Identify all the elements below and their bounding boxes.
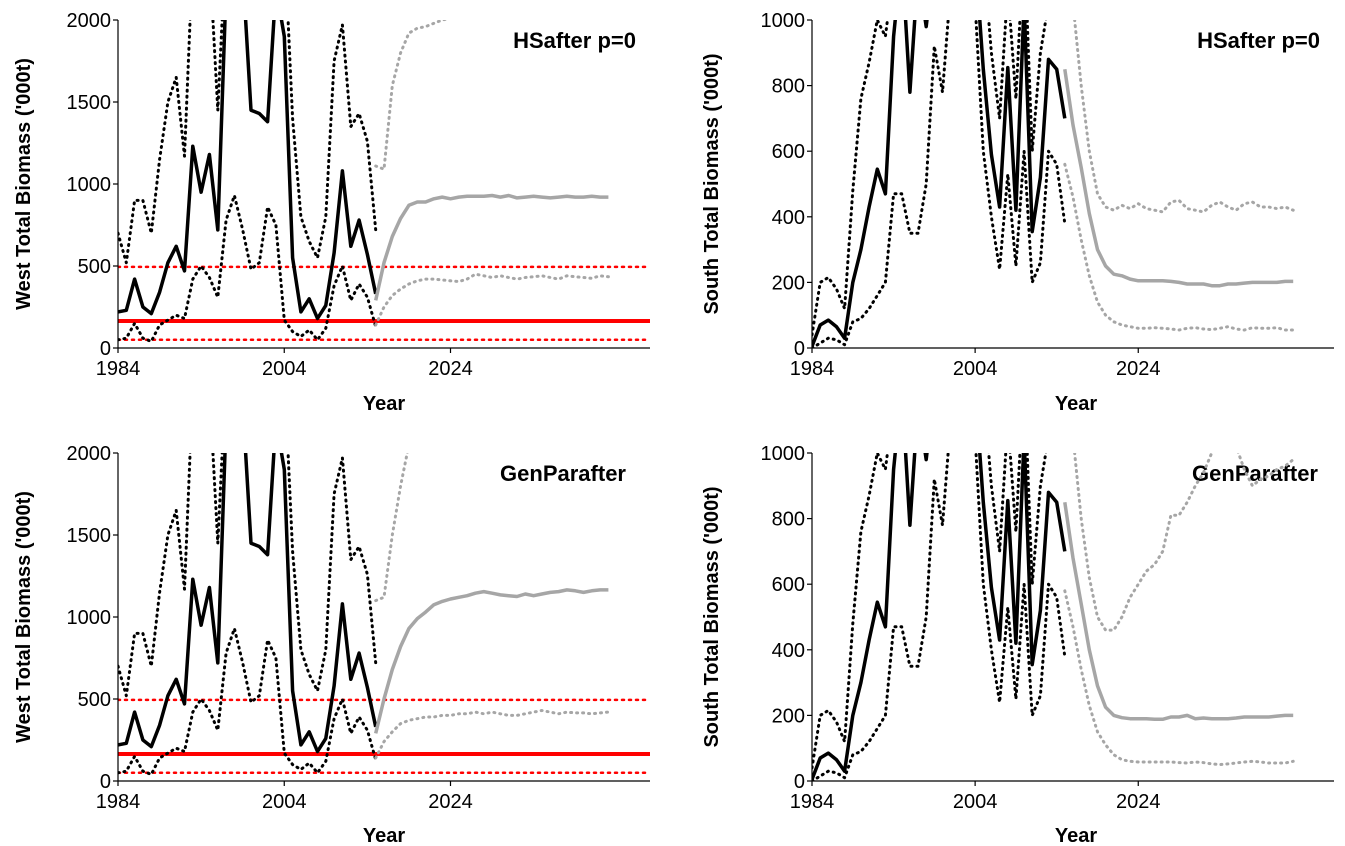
historical-interval-line bbox=[118, 194, 378, 343]
y-tick-label: 600 bbox=[772, 574, 805, 596]
y-axis-title: South Total Biomass ('000t) bbox=[701, 486, 723, 747]
panel-label: GenParafter bbox=[500, 461, 626, 486]
x-tick-label: 1984 bbox=[96, 358, 141, 380]
y-tick-label: 800 bbox=[772, 509, 805, 531]
x-axis-title: Year bbox=[1055, 393, 1097, 415]
x-tick-label: 2024 bbox=[428, 791, 473, 813]
historical-interval-line bbox=[812, 20, 1048, 337]
projection-interval-line bbox=[374, 453, 409, 603]
y-tick-label: 1000 bbox=[67, 607, 112, 629]
historical-median-line bbox=[812, 453, 1067, 781]
plot-area bbox=[812, 20, 1295, 348]
y-tick-label: 0 bbox=[100, 338, 111, 360]
plot-area bbox=[118, 453, 650, 776]
y-tick-label: 500 bbox=[78, 256, 111, 278]
x-tick-label: 2004 bbox=[262, 358, 307, 380]
y-tick-label: 1000 bbox=[761, 10, 806, 32]
x-tick-label: 2004 bbox=[262, 791, 307, 813]
x-tick-label: 2024 bbox=[428, 358, 473, 380]
x-tick-label: 2024 bbox=[1116, 358, 1161, 380]
plot-area bbox=[812, 453, 1295, 781]
y-tick-label: 2000 bbox=[67, 10, 112, 32]
historical-interval-line bbox=[118, 627, 378, 776]
x-axis-title: Year bbox=[1055, 825, 1097, 846]
y-tick-label: 200 bbox=[772, 272, 805, 294]
plot-area bbox=[118, 20, 650, 343]
y-tick-label: 2000 bbox=[67, 443, 112, 465]
x-tick-label: 1984 bbox=[790, 358, 835, 380]
y-tick-label: 0 bbox=[100, 771, 111, 793]
historical-interval-line bbox=[812, 453, 1067, 781]
y-tick-label: 1000 bbox=[761, 443, 806, 465]
y-tick-label: 200 bbox=[772, 705, 805, 727]
y-axis-title: West Total Biomass ('000t) bbox=[13, 491, 35, 743]
y-axis-title: South Total Biomass ('000t) bbox=[701, 53, 723, 314]
historical-interval-line bbox=[812, 20, 1067, 348]
x-axis-title: Year bbox=[363, 825, 405, 846]
projection-median-line bbox=[1063, 68, 1294, 288]
projection-interval-line bbox=[1073, 20, 1295, 214]
y-tick-label: 400 bbox=[772, 207, 805, 229]
x-tick-label: 1984 bbox=[790, 791, 835, 813]
projection-interval-line bbox=[1063, 162, 1295, 332]
panel-south-hsafter: HSafter p=0 Year South Total Biomass ('0… bbox=[701, 10, 1334, 415]
projection-interval-line bbox=[1073, 453, 1295, 632]
y-tick-label: 1500 bbox=[67, 525, 112, 547]
projection-interval-line bbox=[1063, 589, 1295, 767]
projection-interval-line bbox=[374, 272, 610, 327]
y-tick-label: 500 bbox=[78, 689, 111, 711]
historical-median-line bbox=[118, 20, 378, 321]
panel-label: HSafter p=0 bbox=[513, 28, 636, 53]
y-tick-label: 800 bbox=[772, 76, 805, 98]
y-axis-title: West Total Biomass ('000t) bbox=[13, 58, 35, 310]
y-tick-label: 600 bbox=[772, 141, 805, 163]
projection-median-line bbox=[1063, 501, 1294, 722]
y-tick-label: 400 bbox=[772, 640, 805, 662]
panel-label: HSafter p=0 bbox=[1197, 28, 1320, 53]
projection-median-line bbox=[373, 588, 609, 734]
x-tick-label: 1984 bbox=[96, 791, 141, 813]
y-tick-label: 0 bbox=[794, 338, 805, 360]
x-tick-label: 2004 bbox=[953, 358, 998, 380]
x-tick-label: 2004 bbox=[953, 791, 998, 813]
panel-west-hsafter: HSafter p=0 Year West Total Biomass ('00… bbox=[13, 10, 650, 415]
x-axis-title: Year bbox=[363, 393, 405, 415]
projection-median-line bbox=[373, 193, 609, 301]
x-tick-label: 2024 bbox=[1116, 791, 1161, 813]
panel-south-genparafter: GenParafter Year South Total Biomass ('0… bbox=[701, 443, 1334, 846]
y-tick-label: 1500 bbox=[67, 92, 112, 114]
historical-median-line bbox=[812, 20, 1067, 348]
y-tick-label: 0 bbox=[794, 771, 805, 793]
y-tick-label: 1000 bbox=[67, 174, 112, 196]
projection-interval-line bbox=[374, 709, 610, 760]
panel-west-genparafter: GenParafter Year West Total Biomass ('00… bbox=[13, 443, 650, 846]
projection-interval-line bbox=[374, 20, 451, 171]
historical-median-line bbox=[118, 453, 378, 754]
